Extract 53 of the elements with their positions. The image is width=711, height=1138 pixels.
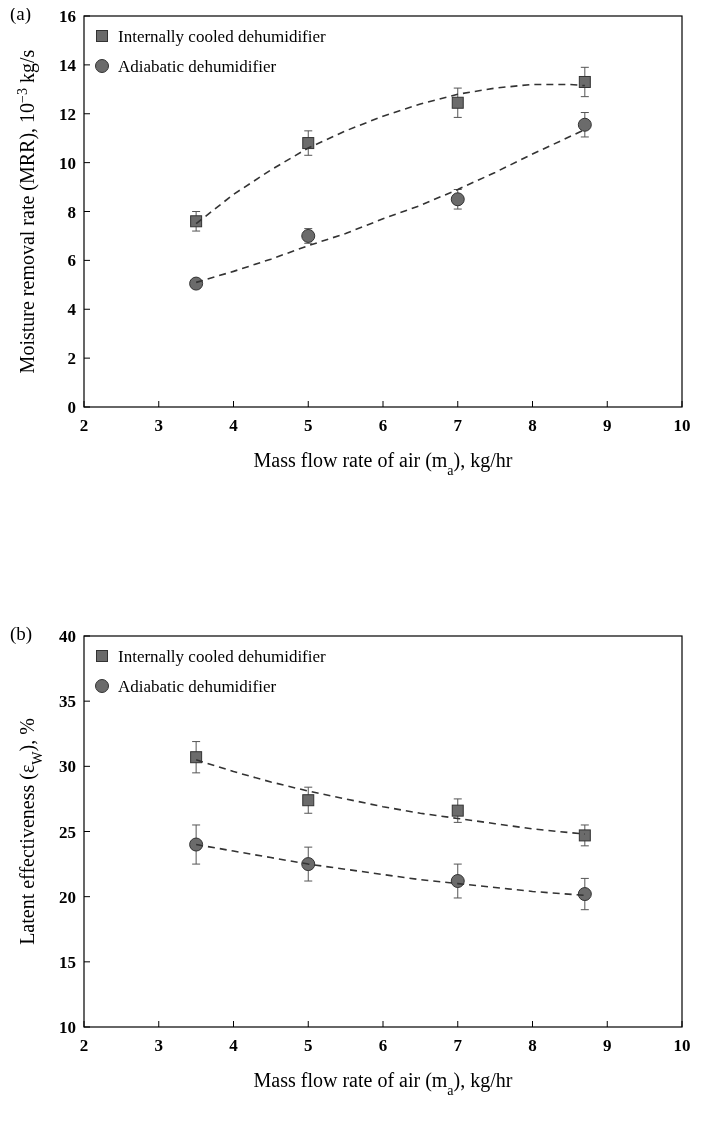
y-tick-label: 20 [59,887,76,907]
legend-label: Internally cooled dehumidifier [118,27,327,46]
x-tick-label: 8 [528,416,537,435]
point [302,137,315,150]
y-tick-label: 0 [67,398,76,417]
point [451,96,464,109]
legend-label: Internally cooled dehumidifier [118,647,327,666]
y-tick-label: 35 [59,692,76,712]
x-tick-label: 3 [154,416,163,435]
x-tick-label: 10 [673,416,691,435]
x-tick-label: 5 [304,416,313,435]
x-tick-label: 2 [79,416,89,435]
x-tick-label: 3 [154,1036,163,1055]
point [302,794,315,807]
x-axis-title: Mass flow rate of air (m$_{a}$), kg/hr [253,449,513,478]
x-tick-label: 4 [229,1036,239,1055]
x-tick-label: 7 [453,416,463,435]
y-tick-label: 40 [59,627,76,646]
point [577,887,592,902]
x-axis-title: Mass flow rate of air (m$_{a}$), kg/hr [253,1069,513,1098]
y-tick-label: 2 [67,349,76,369]
y-tick-label: 30 [59,757,76,777]
point [189,276,204,291]
y-tick-label: 16 [59,7,76,26]
legend-label: Adiabatic dehumidifier [118,57,277,76]
x-tick-label: 9 [603,1036,612,1055]
y-tick-label: 10 [59,153,76,173]
x-tick-label: 2 [79,1036,89,1055]
y-tick-label: 6 [67,251,76,271]
point [577,117,592,132]
x-tick-label: 4 [229,416,239,435]
legend-label: Adiabatic dehumidifier [118,677,277,696]
point [189,837,204,852]
x-tick-label: 7 [453,1036,463,1055]
y-tick-label: 14 [59,55,77,75]
y-tick-label: 12 [59,104,76,124]
y-tick-label: 8 [67,202,76,222]
y-tick-label: 15 [59,952,76,972]
point [451,804,464,817]
point [190,215,203,228]
x-tick-label: 8 [528,1036,537,1055]
y-tick-label: 4 [67,300,77,320]
x-tick-label: 5 [304,1036,313,1055]
point [578,829,591,842]
y-tick-label: 10 [59,1018,76,1037]
x-tick-label: 6 [378,416,388,435]
text: (b) [10,623,33,645]
x-tick-label: 6 [378,1036,388,1055]
y-tick-label: 25 [59,822,76,842]
x-tick-label: 9 [603,416,612,435]
point [190,751,203,764]
point [578,75,591,88]
x-tick-label: 10 [673,1036,691,1055]
